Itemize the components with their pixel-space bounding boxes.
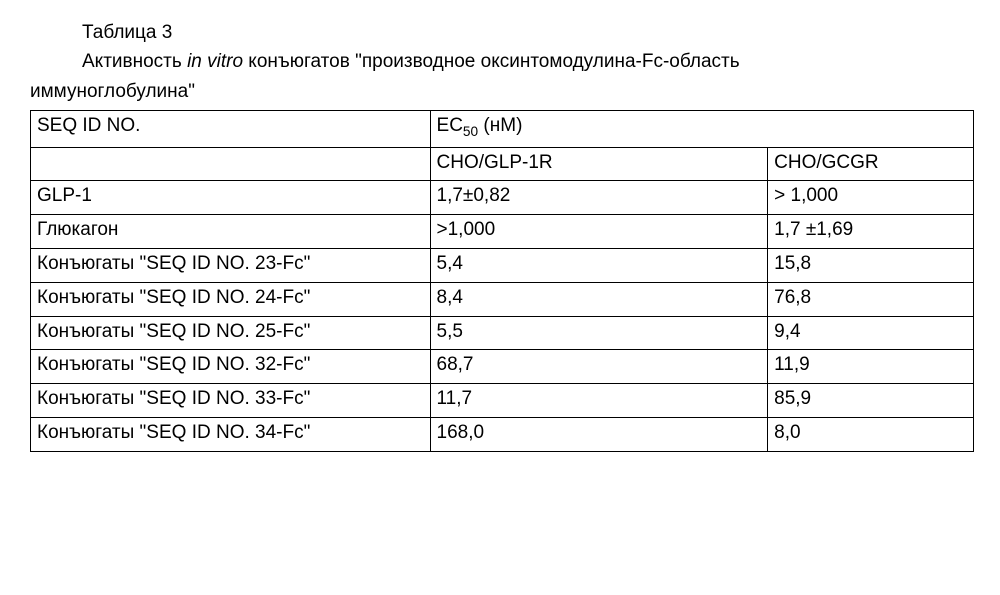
caption-italic: in vitro [187, 51, 243, 72]
ec50-suffix: (нМ) [478, 115, 522, 136]
cell-v2: 8,0 [768, 417, 974, 451]
cell-v2: 15,8 [768, 248, 974, 282]
cell-v1: 11,7 [430, 384, 768, 418]
table-row: Конъюгаты "SEQ ID NO. 33-Fc" 11,7 85,9 [31, 384, 974, 418]
cell-v1: 5,5 [430, 316, 768, 350]
cell-name: Конъюгаты "SEQ ID NO. 25-Fc" [31, 316, 431, 350]
table-caption: Таблица 3 Активность in vitro конъюгатов… [30, 18, 970, 106]
cell-name: Глюкагон [31, 215, 431, 249]
caption-line-2: Активность in vitro конъюгатов "производ… [30, 47, 970, 76]
header-cho-glp1r: CHO/GLP-1R [430, 147, 768, 181]
cell-name: Конъюгаты "SEQ ID NO. 34-Fc" [31, 417, 431, 451]
page: Таблица 3 Активность in vitro конъюгатов… [0, 0, 1000, 452]
cell-v1: 5,4 [430, 248, 768, 282]
ec50-sub: 50 [463, 124, 478, 139]
table-header-row-2: CHO/GLP-1R CHO/GCGR [31, 147, 974, 181]
caption-line-1: Таблица 3 [30, 18, 970, 47]
cell-v1: 1,7±0,82 [430, 181, 768, 215]
table-row: Конъюгаты "SEQ ID NO. 25-Fc" 5,5 9,4 [31, 316, 974, 350]
cell-name: Конъюгаты "SEQ ID NO. 33-Fc" [31, 384, 431, 418]
cell-v1: 68,7 [430, 350, 768, 384]
table-row: Глюкагон >1,000 1,7 ±1,69 [31, 215, 974, 249]
cell-v1: 8,4 [430, 282, 768, 316]
cell-v2: 85,9 [768, 384, 974, 418]
header-cho-gcgr: CHO/GCGR [768, 147, 974, 181]
cell-v1: 168,0 [430, 417, 768, 451]
table-row: Конъюгаты "SEQ ID NO. 24-Fc" 8,4 76,8 [31, 282, 974, 316]
caption-text: Активность [82, 51, 187, 72]
cell-v2: 11,9 [768, 350, 974, 384]
table-row: GLP-1 1,7±0,82 > 1,000 [31, 181, 974, 215]
cell-v2: 1,7 ±1,69 [768, 215, 974, 249]
cell-name: Конъюгаты "SEQ ID NO. 24-Fc" [31, 282, 431, 316]
cell-v2: 76,8 [768, 282, 974, 316]
header-seqid: SEQ ID NO. [31, 111, 431, 147]
cell-v2: 9,4 [768, 316, 974, 350]
table-row: Конъюгаты "SEQ ID NO. 34-Fc" 168,0 8,0 [31, 417, 974, 451]
table-row: Конъюгаты "SEQ ID NO. 32-Fc" 68,7 11,9 [31, 350, 974, 384]
header-ec50: EC50 (нМ) [430, 111, 973, 147]
header-empty [31, 147, 431, 181]
table-row: Конъюгаты "SEQ ID NO. 23-Fc" 5,4 15,8 [31, 248, 974, 282]
cell-name: Конъюгаты "SEQ ID NO. 23-Fc" [31, 248, 431, 282]
caption-text: конъюгатов "производное оксинтомодулина-… [243, 51, 740, 72]
cell-v1: >1,000 [430, 215, 768, 249]
cell-name: Конъюгаты "SEQ ID NO. 32-Fc" [31, 350, 431, 384]
caption-line-3: иммуноглобулина" [30, 77, 970, 106]
table-header-row-1: SEQ ID NO. EC50 (нМ) [31, 111, 974, 147]
cell-v2: > 1,000 [768, 181, 974, 215]
ec50-prefix: EC [437, 115, 463, 136]
data-table: SEQ ID NO. EC50 (нМ) CHO/GLP-1R CHO/GCGR… [30, 110, 974, 451]
cell-name: GLP-1 [31, 181, 431, 215]
